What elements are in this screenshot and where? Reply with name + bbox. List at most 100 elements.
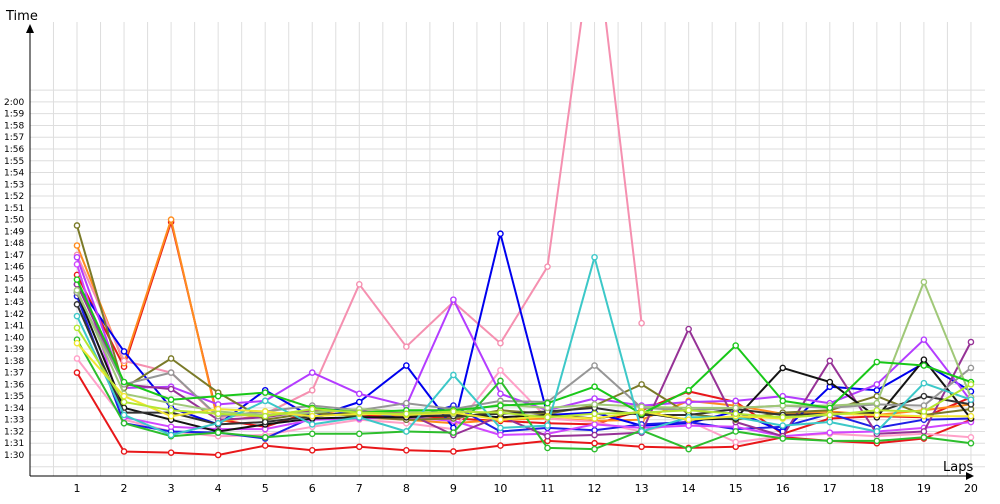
- data-point: [779, 435, 787, 442]
- data-point: [873, 406, 881, 414]
- data-point: [967, 396, 975, 403]
- x-tick-label: 3: [168, 482, 175, 495]
- y-tick-label: 1:59: [4, 110, 24, 120]
- data-point: [685, 416, 692, 423]
- data-point: [967, 364, 975, 372]
- data-point: [497, 402, 504, 409]
- data-point: [308, 369, 316, 376]
- data-point: [403, 446, 410, 454]
- data-point: [261, 397, 269, 405]
- data-point: [73, 324, 81, 332]
- series-line: [76, 327, 972, 419]
- y-tick-label: 1:46: [4, 263, 24, 273]
- data-point: [967, 381, 975, 388]
- data-point: [214, 392, 222, 400]
- data-point: [544, 399, 551, 407]
- data-point: [167, 431, 175, 439]
- data-point: [120, 419, 128, 427]
- data-point: [873, 428, 881, 435]
- data-point: [544, 414, 551, 421]
- y-tick-label: 1:50: [4, 216, 24, 226]
- data-point: [873, 358, 881, 366]
- data-point: [403, 428, 410, 435]
- data-point: [308, 405, 316, 413]
- y-tick-label: 1:33: [4, 416, 24, 426]
- data-point: [685, 406, 692, 414]
- data-point: [120, 411, 128, 419]
- data-point: [497, 339, 504, 347]
- data-point: [967, 338, 975, 346]
- x-tick-label: 9: [450, 482, 457, 495]
- y-tick-label: 1:42: [4, 310, 24, 320]
- y-tick-label: 1:51: [4, 204, 24, 214]
- data-point: [73, 276, 81, 283]
- y-tick-label: 2:00: [4, 98, 24, 108]
- data-point: [73, 242, 81, 249]
- data-point: [355, 443, 363, 451]
- data-point: [450, 448, 457, 455]
- data-point: [638, 381, 645, 388]
- data-point: [403, 343, 410, 351]
- y-tick-label: 1:56: [4, 145, 24, 155]
- data-point: [308, 421, 316, 428]
- data-point: [826, 411, 834, 419]
- data-point: [591, 431, 598, 439]
- data-point: [544, 422, 551, 429]
- data-point: [544, 444, 551, 452]
- data-point: [591, 439, 598, 447]
- data-point: [732, 428, 740, 435]
- data-point: [355, 430, 363, 438]
- y-tick-label: 1:32: [4, 427, 24, 437]
- data-point: [732, 404, 740, 412]
- data-point: [497, 416, 504, 423]
- data-point: [167, 369, 175, 376]
- data-point: [873, 381, 881, 388]
- data-point: [73, 339, 81, 347]
- data-point: [214, 419, 222, 427]
- data-point: [355, 281, 363, 288]
- data-point: [920, 362, 928, 369]
- data-point: [826, 404, 834, 412]
- data-point: [73, 369, 81, 376]
- data-point: [73, 253, 81, 261]
- data-point: [167, 355, 175, 362]
- x-tick-label: 16: [776, 482, 790, 495]
- data-point: [308, 446, 316, 454]
- data-point: [120, 348, 128, 355]
- data-point: [779, 397, 787, 405]
- y-tick-label: 1:47: [4, 251, 24, 261]
- data-point: [920, 379, 928, 387]
- data-point: [967, 412, 975, 420]
- series-line: [76, 292, 972, 433]
- data-point: [497, 431, 504, 439]
- data-point: [732, 438, 740, 446]
- y-tick-label: 1:36: [4, 380, 24, 390]
- data-point: [591, 445, 598, 453]
- y-tick-label: 1:31: [4, 439, 24, 449]
- y-tick-label: 1:54: [4, 169, 24, 179]
- x-tick-label: 13: [635, 482, 649, 495]
- data-point: [826, 357, 834, 365]
- data-point: [167, 216, 175, 223]
- x-tick-label: 7: [356, 482, 363, 495]
- data-point: [920, 336, 928, 343]
- data-point: [73, 301, 81, 308]
- y-tick-label: 1:52: [4, 192, 24, 202]
- data-point: [73, 312, 81, 320]
- x-tick-label: 2: [121, 482, 128, 495]
- data-point: [450, 371, 457, 379]
- data-point: [403, 362, 410, 369]
- data-point: [120, 357, 128, 365]
- series-line: [76, 264, 972, 438]
- x-tick-label: 18: [870, 482, 884, 495]
- data-point: [167, 449, 175, 456]
- data-point: [167, 385, 175, 393]
- data-point: [967, 434, 975, 441]
- data-point: [779, 422, 787, 429]
- data-point: [685, 325, 692, 333]
- data-point: [967, 439, 975, 447]
- x-tick-label: 12: [588, 482, 602, 495]
- x-tick-label: 15: [729, 482, 743, 495]
- data-point: [261, 434, 269, 441]
